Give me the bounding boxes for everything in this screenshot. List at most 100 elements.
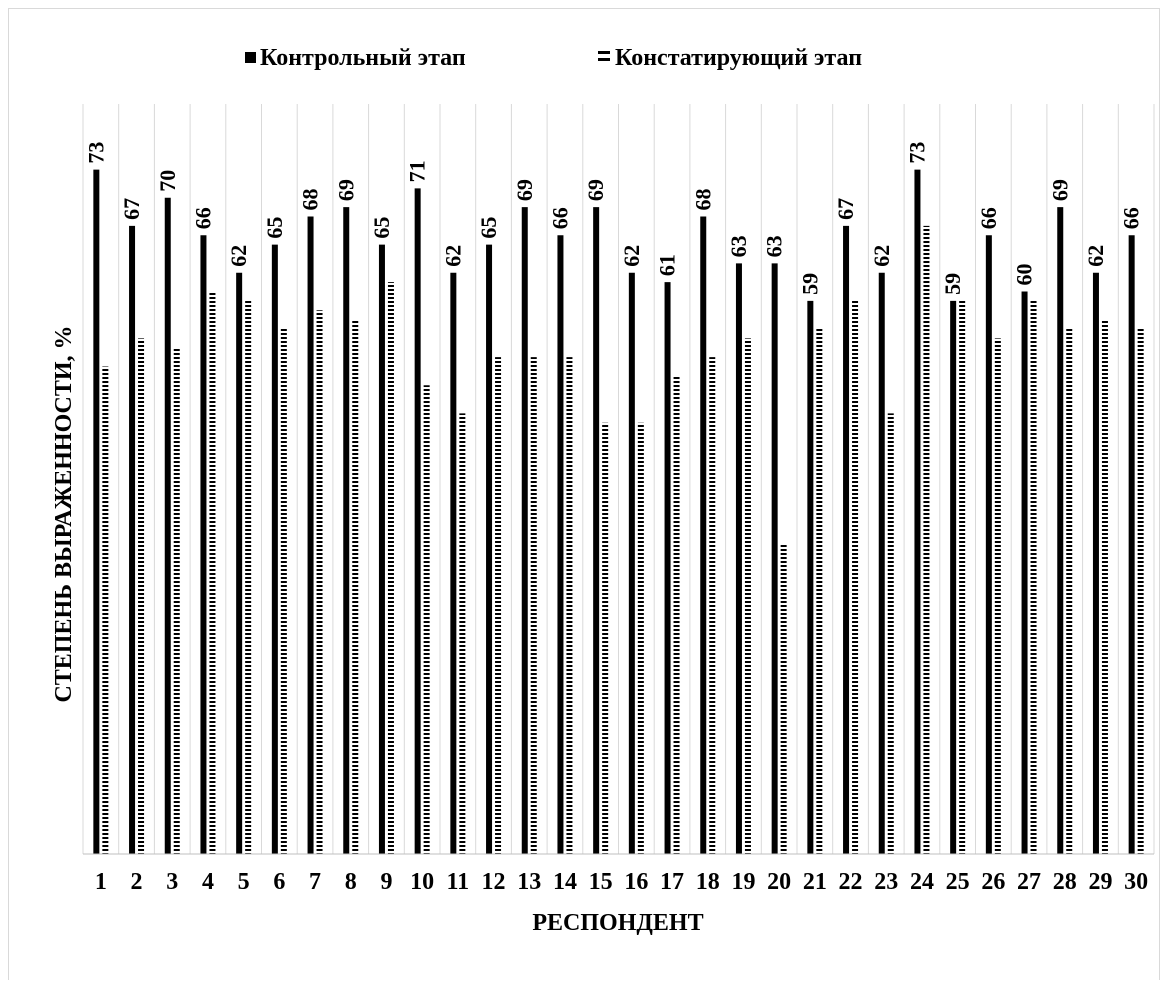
bar-kontrolnyj-13 [521, 207, 528, 854]
legend-label-konstatiruyushchij: Констатирующий этап [615, 45, 862, 71]
x-tick-8: 8 [345, 869, 357, 895]
bar-kontrolnyj-25 [950, 300, 957, 854]
data-label-17: 61 [655, 254, 680, 276]
bar-kontrolnyj-10 [414, 188, 421, 854]
bar-konstatiruyushchij-22 [852, 300, 859, 854]
data-label-27: 60 [1012, 263, 1037, 285]
data-label-2: 67 [119, 198, 144, 220]
data-label-6: 65 [262, 217, 287, 239]
bar-konstatiruyushchij-5 [245, 300, 252, 854]
data-label-22: 67 [833, 198, 858, 220]
bar-kontrolnyj-28 [1057, 207, 1064, 854]
bar-kontrolnyj-30 [1128, 235, 1135, 854]
x-tick-29: 29 [1088, 869, 1112, 895]
bar-konstatiruyushchij-23 [887, 413, 894, 854]
x-tick-1: 1 [95, 869, 107, 895]
x-tick-7: 7 [309, 869, 321, 895]
x-tick-24: 24 [910, 869, 934, 895]
data-label-30: 66 [1119, 207, 1144, 229]
x-tick-2: 2 [131, 869, 143, 895]
bar-kontrolnyj-17 [664, 282, 671, 854]
bar-kontrolnyj-20 [771, 263, 778, 854]
bar-kontrolnyj-15 [593, 207, 600, 854]
bar-konstatiruyushchij-21 [816, 329, 823, 854]
bar-konstatiruyushchij-24 [923, 225, 930, 854]
data-label-4: 66 [190, 207, 215, 229]
bar-konstatiruyushchij-7 [316, 310, 323, 854]
legend-swatch-dotted-top [598, 51, 610, 54]
bar-kontrolnyj-12 [486, 244, 493, 854]
bar-kontrolnyj-2 [129, 225, 136, 854]
legend-swatch-dotted-bottom [598, 58, 610, 61]
bar-kontrolnyj-8 [343, 207, 350, 854]
data-label-9: 65 [369, 217, 394, 239]
bar-konstatiruyushchij-29 [1101, 319, 1108, 854]
bar-kontrolnyj-3 [164, 197, 171, 854]
data-label-14: 66 [547, 207, 572, 229]
data-label-12: 65 [476, 217, 501, 239]
x-tick-labels: 1 2 3 4 5 6 7 8 9 10 11 12 13 14 15 16 17 18 19 20 21 22 23 24 2… [95, 869, 1148, 895]
bar-kontrolnyj-26 [985, 235, 992, 854]
x-tick-4: 4 [202, 869, 214, 895]
bar-kontrolnyj-16 [628, 272, 635, 854]
data-label-29: 62 [1083, 245, 1108, 267]
bar-konstatiruyushchij-12 [495, 357, 502, 854]
bar-konstatiruyushchij-8 [352, 319, 359, 854]
bar-konstatiruyushchij-17 [673, 375, 680, 854]
data-label-28: 69 [1047, 179, 1072, 201]
bar-konstatiruyushchij-13 [530, 357, 537, 854]
bar-kontrolnyj-24 [914, 169, 921, 854]
data-label-25: 59 [940, 273, 965, 295]
x-tick-22: 22 [839, 869, 863, 895]
bar-kontrolnyj-6 [271, 244, 278, 854]
x-tick-18: 18 [696, 869, 720, 895]
x-tick-16: 16 [624, 869, 648, 895]
data-label-11: 62 [440, 245, 465, 267]
x-tick-5: 5 [238, 869, 250, 895]
x-tick-17: 17 [660, 869, 684, 895]
x-tick-19: 19 [731, 869, 755, 895]
data-label-10: 71 [405, 160, 430, 182]
bar-konstatiruyushchij-19 [744, 338, 751, 854]
bar-kontrolnyj-7 [307, 216, 314, 854]
bar-konstatiruyushchij-15 [602, 422, 609, 854]
bar-kontrolnyj-5 [236, 272, 243, 854]
chart-svg: Контрольный этап Констатирующий этап 73 67… [51, 45, 1155, 936]
bar-kontrolnyj-4 [200, 235, 207, 854]
bar-kontrolnyj-18 [700, 216, 707, 854]
bar-kontrolnyj-11 [450, 272, 457, 854]
bar-konstatiruyushchij-18 [709, 357, 716, 854]
x-axis-title: РЕСПОНДЕНТ [532, 910, 703, 936]
bar-konstatiruyushchij-26 [994, 338, 1001, 854]
x-tick-9: 9 [380, 869, 392, 895]
legend-label-kontrolnyj: Контрольный этап [260, 45, 466, 71]
bar-kontrolnyj-21 [807, 300, 814, 854]
bar-konstatiruyushchij-3 [173, 347, 180, 854]
x-tick-10: 10 [410, 869, 434, 895]
bar-konstatiruyushchij-16 [637, 422, 644, 854]
data-label-24: 73 [904, 142, 929, 164]
data-label-20: 63 [762, 235, 787, 257]
bar-konstatiruyushchij-27 [1030, 300, 1037, 854]
bar-konstatiruyushchij-11 [459, 413, 466, 854]
bar-konstatiruyushchij-9 [387, 282, 394, 854]
legend-swatch-solid [245, 52, 256, 63]
data-label-19: 63 [726, 235, 751, 257]
y-axis-title: СТЕПЕНЬ ВЫРАЖЕННОСТИ, % [51, 325, 77, 702]
data-label-18: 68 [690, 189, 715, 211]
bar-kontrolnyj-22 [843, 225, 850, 854]
x-tick-12: 12 [482, 869, 506, 895]
bar-konstatiruyushchij-28 [1066, 329, 1073, 854]
bar-konstatiruyushchij-10 [423, 385, 430, 854]
bar-kontrolnyj-23 [878, 272, 885, 854]
data-label-7: 68 [298, 189, 323, 211]
bar-kontrolnyj-14 [557, 235, 564, 854]
data-label-16: 62 [619, 245, 644, 267]
data-label-26: 66 [976, 207, 1001, 229]
x-tick-30: 30 [1124, 869, 1148, 895]
data-label-21: 59 [797, 273, 822, 295]
bar-konstatiruyushchij-2 [138, 338, 145, 854]
bar-kontrolnyj-1 [93, 169, 100, 854]
bars [93, 169, 1144, 854]
chart-frame: Контрольный этап Констатирующий этап 73 67… [8, 8, 1160, 980]
